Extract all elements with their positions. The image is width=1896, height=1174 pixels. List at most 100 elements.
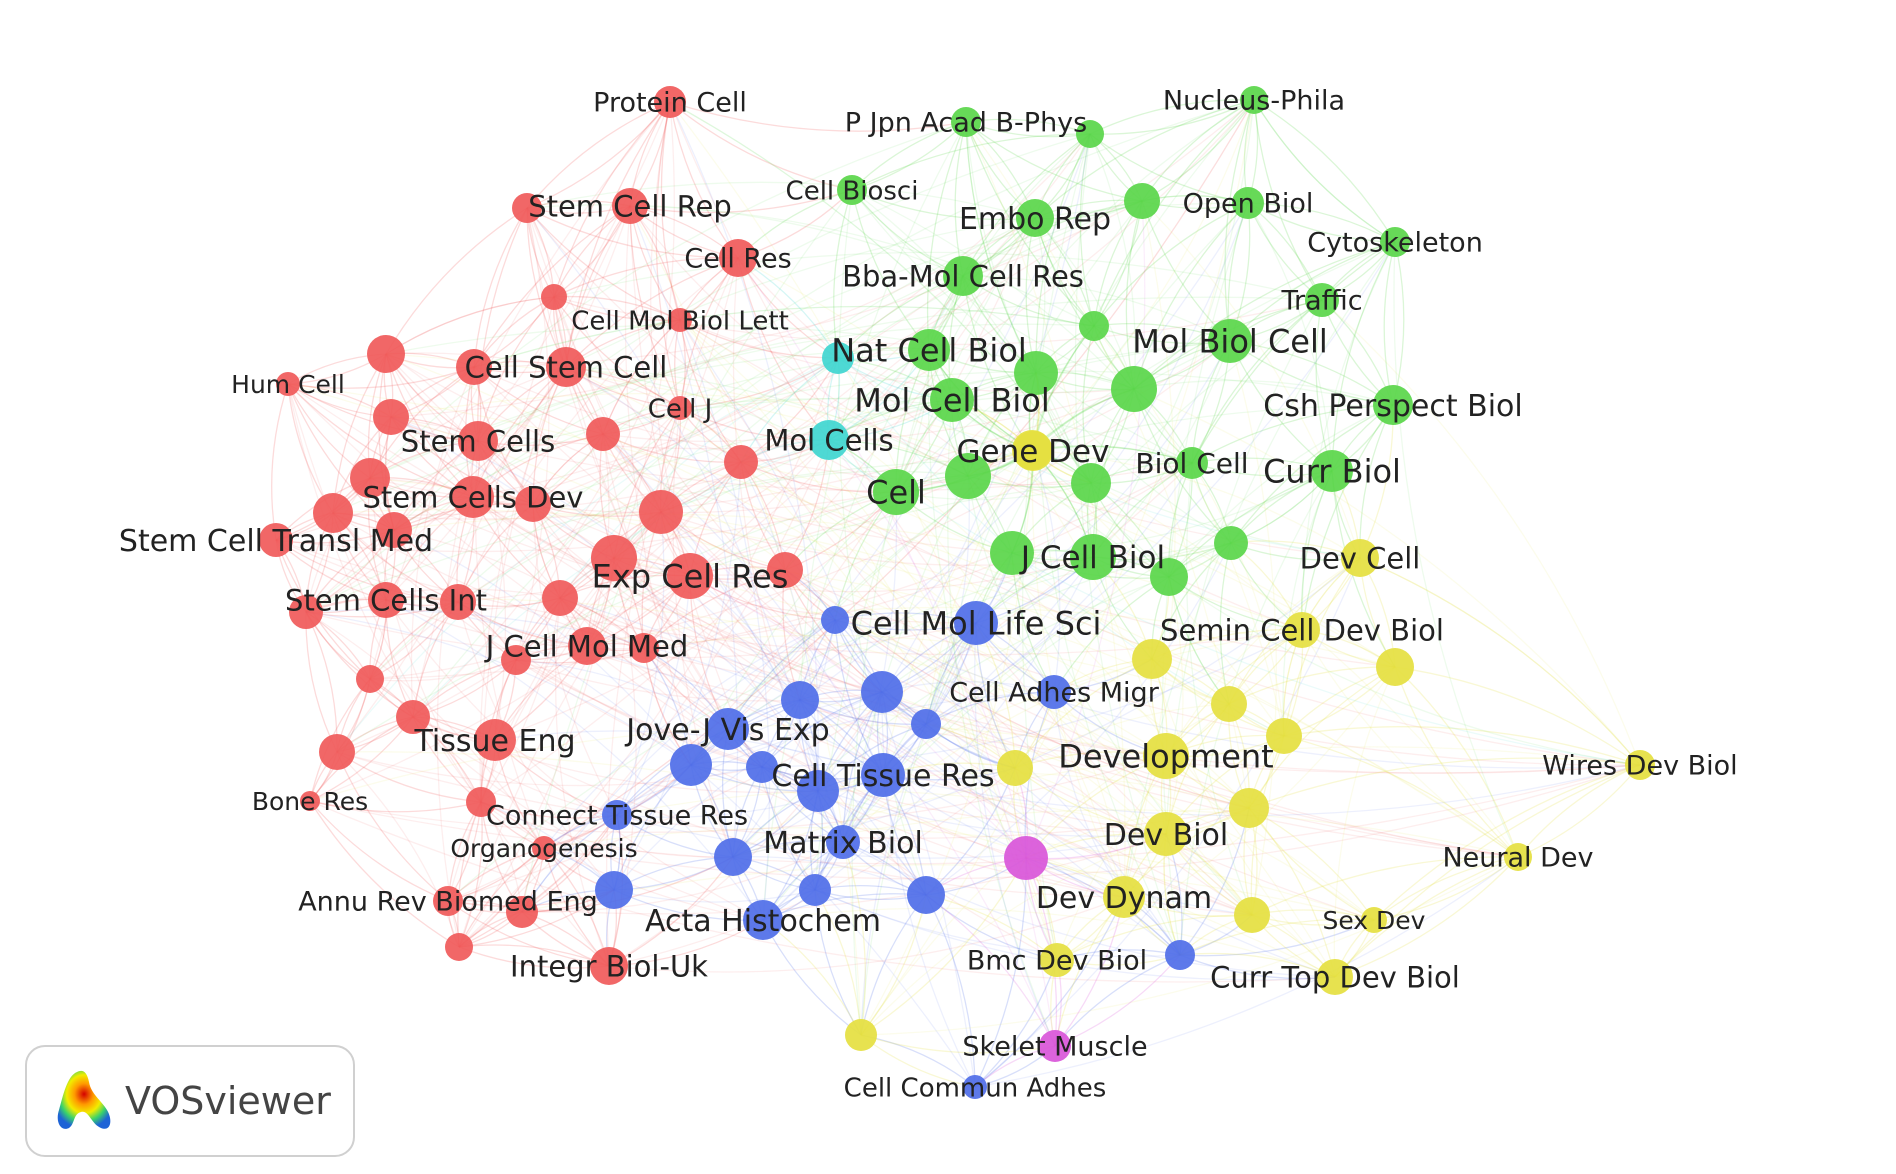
node-biol-cell[interactable]: [1176, 447, 1208, 479]
node-n-r14[interactable]: [767, 552, 803, 588]
node-cell-stem-cell[interactable]: [546, 347, 586, 387]
node-bone-res[interactable]: [300, 791, 320, 811]
node-connect-tissue-res[interactable]: [602, 800, 632, 830]
node-n-y2[interactable]: [1132, 639, 1172, 679]
node-n-r6[interactable]: [586, 417, 620, 451]
node-n-r5[interactable]: [373, 399, 409, 435]
node-n-r10[interactable]: [515, 486, 551, 522]
node-exp-cell-res[interactable]: [667, 553, 713, 599]
node-mol-cell-biol[interactable]: [930, 378, 974, 422]
node-annu-rev-biomed-eng[interactable]: [433, 886, 463, 916]
node-n-g7[interactable]: [1071, 463, 1111, 503]
node-bba-mol-cell-res[interactable]: [943, 256, 983, 296]
node-matrix-biol[interactable]: [826, 825, 860, 859]
node-cell-mol-biol-lett[interactable]: [668, 308, 692, 332]
node-cell-biosci[interactable]: [837, 175, 867, 205]
node-n-g9[interactable]: [1214, 526, 1248, 560]
node-neural-dev[interactable]: [1504, 843, 1532, 871]
node-n-g2[interactable]: [1124, 183, 1160, 219]
node-gene-dev[interactable]: [1013, 431, 1053, 471]
node-dev-cell[interactable]: [1341, 539, 1379, 577]
node-semin-cell-dev-biol[interactable]: [1284, 612, 1320, 648]
node-n-b8[interactable]: [714, 838, 752, 876]
node-organogenesis[interactable]: [532, 836, 556, 860]
node-n-r8[interactable]: [350, 458, 390, 498]
node-cell-tissue-res[interactable]: [861, 753, 905, 797]
node-cell[interactable]: [873, 469, 919, 515]
node-curr-biol[interactable]: [1311, 450, 1353, 492]
node-n-r7[interactable]: [724, 445, 758, 479]
node-n-y5[interactable]: [1266, 718, 1302, 754]
node-cell-mol-life-sci[interactable]: [954, 601, 998, 645]
node-n-r15[interactable]: [289, 595, 323, 629]
node-n-y8[interactable]: [1234, 897, 1270, 933]
node-n-r12[interactable]: [376, 512, 412, 548]
node-j-cell-mol-med[interactable]: [568, 627, 606, 665]
node-n-r20[interactable]: [356, 665, 384, 693]
node-n-y3[interactable]: [1376, 648, 1414, 686]
node-n-r1[interactable]: [512, 193, 542, 223]
node-embo-rep[interactable]: [1016, 199, 1054, 237]
node-n-b5[interactable]: [670, 744, 712, 786]
node-skelet-muscle[interactable]: [1039, 1030, 1071, 1062]
node-n-y6[interactable]: [997, 750, 1033, 786]
node-hum-cell[interactable]: [276, 372, 300, 396]
node-n-g4[interactable]: [1014, 351, 1058, 395]
node-n-b2[interactable]: [861, 671, 903, 713]
node-p-jpn-acad-b-phys[interactable]: [951, 107, 981, 137]
node-n-y7[interactable]: [1229, 788, 1269, 828]
node-n-b6[interactable]: [746, 751, 778, 783]
node-n-b11[interactable]: [907, 876, 945, 914]
node-n-r2[interactable]: [541, 284, 567, 310]
node-cytoskeleton[interactable]: [1380, 227, 1410, 257]
node-n-r23[interactable]: [466, 787, 496, 817]
node-n-b4[interactable]: [911, 709, 941, 739]
node-cell-res[interactable]: [719, 239, 757, 277]
node-n-m1[interactable]: [1004, 836, 1048, 880]
node-sex-dev[interactable]: [1361, 907, 1387, 933]
node-curr-top-dev-biol[interactable]: [1317, 959, 1353, 995]
node-n-b7[interactable]: [797, 770, 839, 812]
node-mol-cells[interactable]: [809, 420, 849, 460]
node-n-g3[interactable]: [1079, 311, 1109, 341]
node-dev-biol[interactable]: [1144, 812, 1188, 856]
node-n-b12[interactable]: [1165, 940, 1195, 970]
node-n-b3[interactable]: [781, 681, 819, 719]
node-n-g8[interactable]: [990, 531, 1034, 575]
node-n-r24[interactable]: [506, 896, 538, 928]
node-cell-adhes-migr[interactable]: [1037, 675, 1071, 709]
node-j-cell-biol[interactable]: [1070, 534, 1116, 580]
node-acta-histochem[interactable]: [743, 900, 783, 940]
node-stem-cells-int[interactable]: [368, 582, 404, 618]
node-tissue-eng[interactable]: [474, 719, 516, 761]
node-n-r13[interactable]: [591, 535, 637, 581]
node-n-r11[interactable]: [639, 490, 683, 534]
node-n-g6[interactable]: [945, 453, 991, 499]
node-traffic[interactable]: [1305, 283, 1339, 317]
node-n-b1[interactable]: [821, 606, 849, 634]
node-n-r19[interactable]: [629, 633, 659, 663]
node-wires-dev-biol[interactable]: [1625, 750, 1655, 780]
node-stem-cells[interactable]: [458, 421, 498, 461]
node-n-y4[interactable]: [1211, 686, 1247, 722]
node-n-r4[interactable]: [456, 349, 492, 385]
node-n-b10[interactable]: [799, 874, 831, 906]
node-n-y9[interactable]: [845, 1019, 877, 1051]
node-n-r18[interactable]: [501, 645, 531, 675]
node-bmc-dev-biol[interactable]: [1040, 943, 1074, 977]
node-csh-perspect-biol[interactable]: [1373, 385, 1413, 425]
node-n-g5[interactable]: [1111, 366, 1157, 412]
node-jove-j-vis-exp[interactable]: [707, 708, 749, 750]
node-stem-cells-dev[interactable]: [452, 476, 494, 518]
node-n-g10[interactable]: [1150, 558, 1188, 596]
node-n-r16[interactable]: [440, 584, 476, 620]
node-n-c1[interactable]: [822, 342, 854, 374]
node-nucleus-phila[interactable]: [1240, 86, 1268, 114]
node-n-r22[interactable]: [319, 734, 355, 770]
node-stem-cell-rep[interactable]: [612, 188, 648, 224]
node-n-g1[interactable]: [1076, 120, 1104, 148]
node-n-r3[interactable]: [367, 335, 405, 373]
node-protein-cell[interactable]: [654, 86, 686, 118]
node-cell-j[interactable]: [668, 396, 692, 420]
node-open-biol[interactable]: [1232, 187, 1264, 219]
